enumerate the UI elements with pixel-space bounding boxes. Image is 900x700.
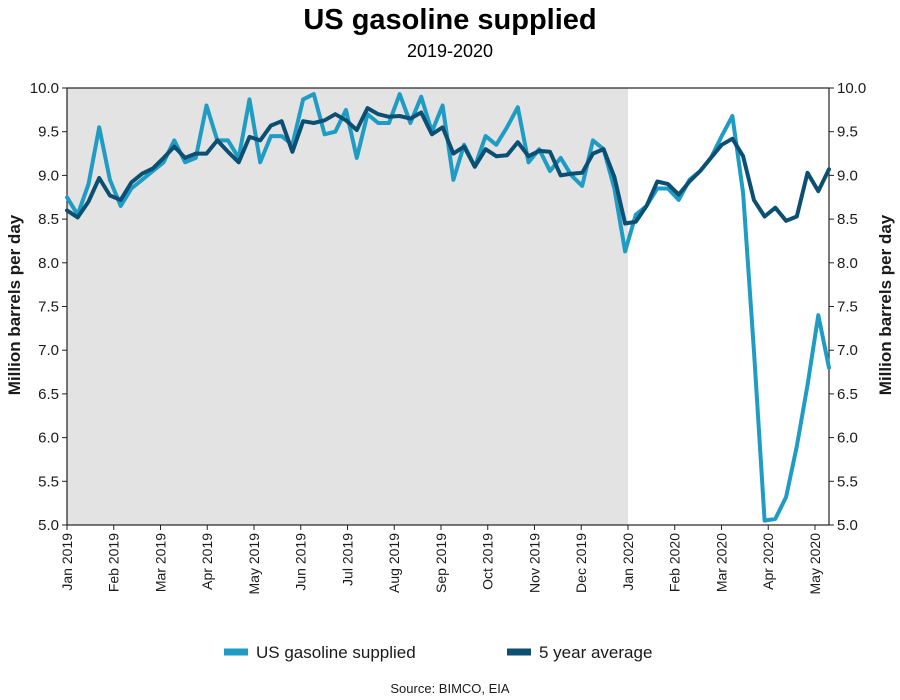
y-tick-label-left: 7.0 xyxy=(38,342,59,359)
x-tick-label: Sep 2019 xyxy=(433,533,449,593)
x-tick-label: Feb 2019 xyxy=(106,533,122,592)
y-tick-label-right: 9.0 xyxy=(837,167,858,184)
shaded-region-2019 xyxy=(67,88,628,525)
x-tick-label: Feb 2020 xyxy=(667,533,683,592)
y-axis-label-right: Million barrels per day xyxy=(876,214,895,395)
y-axis-label-left: Million barrels per day xyxy=(5,214,24,395)
y-axis-left: 5.0 5.5 6.0 6.5 7.0 7.5 8.0 8.5 9.0 9.5 10.0 xyxy=(30,80,67,534)
source-note: Source: BIMCO, EIA xyxy=(390,681,510,696)
x-tick-label: Jan 2020 xyxy=(620,533,636,591)
legend-label-5yr: 5 year average xyxy=(539,643,652,662)
x-tick-label: Mar 2020 xyxy=(713,533,729,592)
x-tick-label: Apr 2020 xyxy=(760,533,776,590)
x-tick-label: Aug 2019 xyxy=(386,533,402,593)
x-tick-label: May 2020 xyxy=(807,533,823,595)
y-tick-label-left: 5.5 xyxy=(38,473,59,490)
y-tick-label-left: 10.0 xyxy=(30,80,59,97)
y-tick-label-right: 6.5 xyxy=(837,386,858,403)
y-tick-label-left: 6.5 xyxy=(38,386,59,403)
x-tick-label: Apr 2019 xyxy=(199,533,215,590)
y-tick-label-right: 7.5 xyxy=(837,299,858,316)
legend-label-gasoline: US gasoline supplied xyxy=(256,643,416,662)
y-tick-label-right: 6.0 xyxy=(837,430,858,447)
x-tick-label: Jun 2019 xyxy=(293,533,309,591)
y-axis-right: 5.0 5.5 6.0 6.5 7.0 7.5 8.0 8.5 9.0 9.5 10.0 xyxy=(829,80,866,534)
y-tick-label-left: 8.5 xyxy=(38,211,59,228)
y-tick-label-left: 8.0 xyxy=(38,255,59,272)
x-tick-label: Mar 2019 xyxy=(152,533,168,592)
x-tick-label: Jul 2019 xyxy=(339,533,355,586)
y-tick-label-right: 9.5 xyxy=(837,124,858,141)
series-layer xyxy=(65,92,831,523)
y-tick-label-right: 10.0 xyxy=(837,80,866,97)
y-tick-label-right: 5.5 xyxy=(837,473,858,490)
y-tick-label-left: 6.0 xyxy=(38,430,59,447)
y-tick-label-left: 7.5 xyxy=(38,299,59,316)
y-tick-label-right: 8.5 xyxy=(837,211,858,228)
y-tick-label-left: 9.5 xyxy=(38,124,59,141)
y-tick-label-left: 5.0 xyxy=(38,517,59,534)
x-tick-label: Oct 2019 xyxy=(480,533,496,590)
y-tick-label-right: 5.0 xyxy=(837,517,858,534)
x-tick-label: Dec 2019 xyxy=(573,533,589,593)
x-tick-label: May 2019 xyxy=(246,533,262,595)
y-tick-label-left: 9.0 xyxy=(38,167,59,184)
series-line-5-year-average xyxy=(65,106,831,226)
y-tick-label-right: 7.0 xyxy=(837,342,858,359)
chart-title: US gasoline supplied xyxy=(303,4,596,36)
y-tick-label-right: 8.0 xyxy=(837,255,858,272)
x-tick-label: Jan 2019 xyxy=(59,533,75,591)
x-axis: Jan 2019 Feb 2019 Mar 2019 Apr 2019 May 2019… xyxy=(59,525,823,594)
chart-subtitle: 2019-2020 xyxy=(407,41,493,61)
legend: US gasoline supplied 5 year average xyxy=(224,643,652,662)
x-tick-label: Nov 2019 xyxy=(526,533,542,593)
